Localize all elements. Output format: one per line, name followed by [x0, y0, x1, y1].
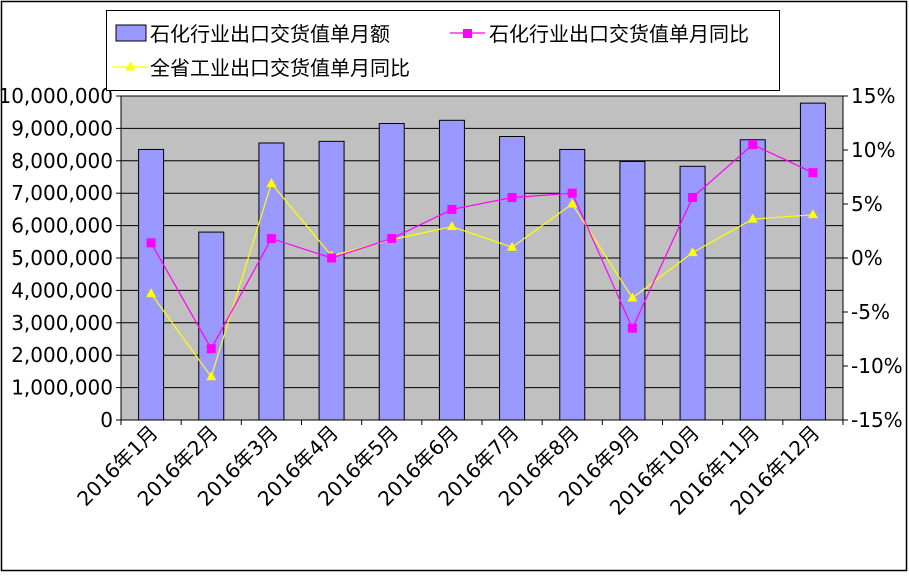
data-point-square [748, 140, 758, 150]
data-point-square [447, 204, 457, 214]
data-point-triangle [627, 292, 638, 302]
data-point-triangle [507, 241, 518, 251]
data-point-square [688, 193, 698, 203]
data-point-triangle [567, 198, 578, 208]
y-left-tick-label: 10,000,000 [0, 84, 113, 108]
bar [318, 140, 345, 421]
legend-swatch-bar [115, 24, 147, 42]
data-point-square [808, 168, 818, 178]
y-left-tick-label: 8,000,000 [11, 149, 113, 173]
data-point-triangle [687, 247, 698, 257]
y-right-tick-label: 5% [851, 192, 883, 216]
data-point-square [507, 193, 517, 203]
legend-label: 全省工业出口交货值单月同比 [150, 56, 410, 80]
y-left-tick-label: 6,000,000 [11, 214, 113, 238]
data-point-square [627, 323, 637, 333]
data-point-square [387, 234, 397, 244]
series-line-petrochem-yoy [150, 143, 814, 350]
y-right-tick-label: 15% [851, 84, 895, 108]
data-point-triangle [266, 177, 277, 187]
y-left-tick-label: 7,000,000 [11, 181, 113, 205]
legend-box [106, 10, 780, 91]
y-left-tick-label: 4,000,000 [11, 278, 113, 302]
y-right-tick-label: 10% [851, 138, 895, 162]
y-left-tick-label: 0 [100, 408, 113, 432]
bar [679, 165, 706, 421]
bar [438, 119, 465, 421]
data-point-triangle [446, 221, 457, 231]
bar [739, 139, 766, 421]
y-right-tick-label: 0% [851, 246, 883, 270]
y-right-tick-label: -5% [851, 300, 890, 324]
data-point-triangle [747, 213, 758, 223]
data-point-triangle [146, 288, 157, 298]
y-right-tick-label: -15% [851, 408, 903, 432]
data-point-triangle [807, 209, 818, 219]
data-point-square [266, 234, 276, 244]
bar [138, 148, 165, 421]
bar [799, 102, 826, 421]
bar [378, 123, 405, 421]
y-left-tick-label: 1,000,000 [11, 376, 113, 400]
bar [619, 160, 646, 421]
bar [198, 231, 225, 421]
data-point-square [327, 253, 337, 263]
y-left-tick-label: 9,000,000 [11, 116, 113, 140]
y-left-tick-label: 3,000,000 [11, 311, 113, 335]
series-line-province-yoy [150, 182, 813, 379]
data-point-square [146, 238, 156, 248]
bar [258, 142, 285, 421]
y-left-tick-label: 5,000,000 [11, 246, 113, 270]
legend-marker-square [463, 29, 472, 38]
y-right-tick-label: -10% [851, 354, 903, 378]
bar [499, 136, 526, 421]
data-point-square [206, 344, 216, 354]
legend-label: 石化行业出口交货值单月同比 [489, 22, 749, 46]
data-point-square [567, 188, 577, 198]
legend-label: 石化行业出口交货值单月额 [150, 22, 390, 46]
data-point-triangle [206, 371, 217, 381]
y-left-tick-label: 2,000,000 [11, 343, 113, 367]
legend-marker-triangle [125, 61, 136, 71]
